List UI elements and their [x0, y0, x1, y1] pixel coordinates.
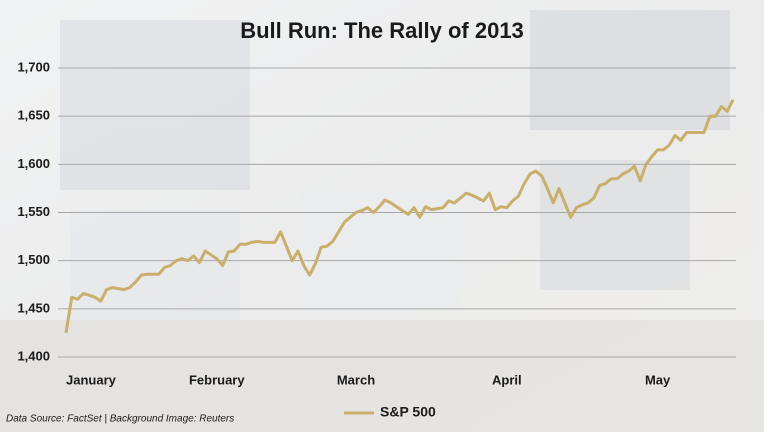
y-tick-label: 1,400	[17, 348, 50, 363]
x-tick-label: January	[66, 372, 117, 387]
source-note: Data Source: FactSet | Background Image:…	[6, 414, 234, 425]
y-tick-label: 1,650	[17, 108, 50, 123]
y-tick-label: 1,600	[17, 156, 50, 171]
data-line	[64, 99, 735, 334]
chart-title: Bull Run: The Rally of 2013	[240, 18, 524, 43]
y-tick-label: 1,700	[17, 59, 50, 74]
y-tick-label: 1,450	[17, 300, 50, 315]
y-tick-label: 1,500	[17, 252, 50, 267]
x-tick-label: May	[645, 372, 671, 387]
x-tick-label: March	[337, 372, 375, 387]
y-tick-label: 1,550	[17, 204, 50, 219]
x-tick-label: April	[492, 372, 522, 387]
legend-label: S&P 500	[380, 404, 436, 420]
x-tick-label: February	[189, 372, 245, 387]
